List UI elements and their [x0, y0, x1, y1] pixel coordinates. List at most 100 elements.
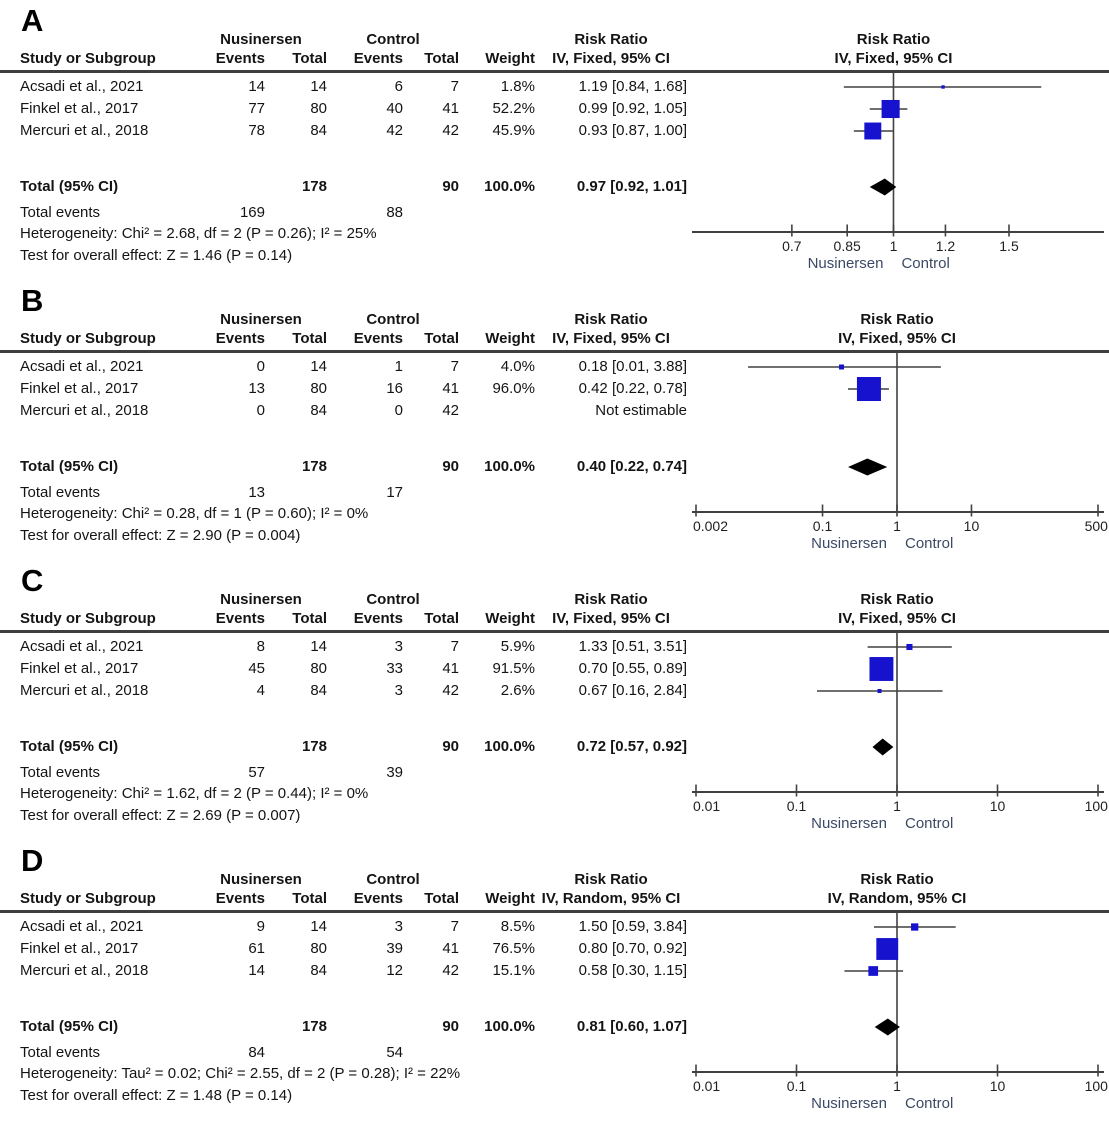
group-header-control: Control: [366, 591, 420, 608]
risk-ratio-ci-value: 1.19 [0.84, 1.68]: [578, 78, 687, 95]
nusinersen-events: 8: [256, 638, 265, 655]
col-total-header: Total: [424, 890, 459, 907]
study-name: Acsadi et al., 2021: [20, 638, 144, 655]
control-total: 42: [442, 962, 459, 979]
nusinersen-events: 0: [256, 358, 265, 375]
weight-value: 76.5%: [492, 940, 535, 957]
control-total: 42: [442, 122, 459, 139]
control-events: 12: [386, 962, 403, 979]
axis-tick-label: 0.01: [693, 798, 720, 814]
effect-square: [876, 938, 899, 960]
overall-effect-text: Test for overall effect: Z = 2.90 (P = 0…: [20, 527, 301, 544]
nusinersen-total: 80: [310, 660, 327, 677]
group-header-nusinersen: Nusinersen: [220, 311, 302, 328]
control-total: 41: [442, 380, 459, 397]
pooled-diamond: [869, 178, 897, 196]
risk-ratio-header: Risk Ratio: [574, 31, 648, 48]
nusinersen-events: [195, 1016, 265, 1038]
study-name: Finkel et al., 2017: [20, 380, 139, 397]
column-header-row: Study or Subgroup Events Total Events To…: [0, 49, 687, 68]
axis-tick-label: 10: [964, 518, 980, 534]
study-row: Acsadi et al., 2021 8 14 3 7 5.9% 1.33 [0.51, …: [0, 636, 687, 658]
col-model-header: IV, Fixed, 95% CI: [552, 330, 670, 347]
col-events-header: Events: [215, 330, 265, 347]
total-row: Total (95% CI) 178 90 100.0% 0.72 [0.57, 0.9…: [0, 736, 687, 758]
study-rows: Acsadi et al., 2021 14 14 6 7 1.8% 1.19 [0.84,…: [0, 76, 687, 224]
control-total-events: 54: [386, 1044, 403, 1061]
forest-plot-canvas: Risk Ratio IV, Random, 95% CI 0.01 0.1 1 10 10…: [692, 871, 1109, 1112]
study-row: Mercuri et al., 2018 78 84 42 42 45.9% 0.93 [0…: [0, 120, 687, 142]
nusinersen-events: [195, 736, 265, 758]
weight-value: 5.9%: [500, 638, 535, 655]
risk-ratio-ci-value: 0.67 [0.16, 2.84]: [578, 682, 687, 699]
risk-ratio-ci-value: 0.99 [0.92, 1.05]: [578, 100, 687, 117]
panel-label: D: [21, 843, 44, 878]
group-header-control: Control: [366, 311, 420, 328]
effect-square: [881, 99, 900, 119]
nusinersen-total-events: 169: [239, 204, 265, 221]
study-row: Finkel et al., 2017 13 80 16 41 96.0% 0.42 [0.…: [0, 378, 687, 400]
x-axis-label-left: Nusinersen: [811, 1095, 887, 1112]
total-events-row: Total events 169 88: [0, 202, 687, 224]
plot-title-model: IV, Random, 95% CI: [828, 890, 967, 907]
control-total: 90: [442, 458, 459, 475]
axis-tick-label: 0.1: [813, 518, 833, 534]
weight-value: 15.1%: [492, 962, 535, 979]
risk-ratio-header: Risk Ratio: [574, 591, 648, 608]
risk-ratio-ci-value: 0.93 [0.87, 1.00]: [578, 122, 687, 139]
nusinersen-total: 14: [310, 78, 327, 95]
control-total: 41: [442, 660, 459, 677]
plot-title-risk-ratio: Risk Ratio: [860, 871, 933, 888]
nusinersen-events: 4: [256, 682, 265, 699]
control-events: 3: [394, 682, 403, 699]
effect-square: [877, 688, 882, 694]
study-row: Acsadi et al., 2021 0 14 1 7 4.0% 0.18 [0.01, …: [0, 356, 687, 378]
control-total: 90: [442, 178, 459, 195]
weight-value: 100.0%: [484, 458, 535, 475]
nusinersen-total-events: 84: [248, 1044, 265, 1061]
weight-value: 96.0%: [492, 380, 535, 397]
header-rule: [0, 70, 1109, 73]
plot-title-risk-ratio: Risk Ratio: [860, 311, 933, 328]
nusinersen-events: [195, 456, 265, 478]
nusinersen-total-events: 57: [248, 764, 265, 781]
col-events-header: Events: [215, 610, 265, 627]
nusinersen-events: 61: [248, 940, 265, 957]
col-weight-header: Weight: [485, 890, 535, 907]
nusinersen-events: [195, 176, 265, 198]
effect-square: [941, 85, 945, 89]
total-events-label: Total events: [20, 1044, 101, 1061]
total-label: Total (95% CI): [20, 738, 119, 755]
total-row: Total (95% CI) 178 90 100.0% 0.40 [0.22, 0.7…: [0, 456, 687, 478]
header-rule: [0, 630, 1109, 633]
study-row: Finkel et al., 2017 77 80 40 41 52.2% 0.99 [0.…: [0, 98, 687, 120]
axis-tick-label: 100: [1085, 1078, 1109, 1094]
nusinersen-events: 78: [248, 122, 265, 139]
weight-value: 100.0%: [484, 738, 535, 755]
weight-value: 8.5%: [500, 918, 535, 935]
: [265, 1042, 327, 1064]
risk-ratio-header: Risk Ratio: [574, 871, 648, 888]
col-total-header: Total: [292, 610, 327, 627]
nusinersen-total: 14: [310, 638, 327, 655]
col-study-header: Study or Subgroup: [20, 610, 156, 627]
effect-square: [839, 364, 845, 370]
x-axis-label-left: Nusinersen: [811, 815, 887, 832]
axis-tick-label: 1: [890, 238, 898, 254]
x-axis-label-right: Control: [905, 815, 953, 832]
column-header-row: Study or Subgroup Events Total Events To…: [0, 609, 687, 628]
column-header-row: Study or Subgroup Events Total Events To…: [0, 329, 687, 348]
study-row: Acsadi et al., 2021 9 14 3 7 8.5% 1.50 [0.59, …: [0, 916, 687, 938]
plot-title-model: IV, Fixed, 95% CI: [835, 50, 953, 67]
plot-title-risk-ratio: Risk Ratio: [857, 31, 930, 48]
forest-panel-c: C Nusinersen Control Risk Ratio Study or…: [0, 560, 1109, 840]
col-model-header: IV, Random, 95% CI: [541, 890, 681, 907]
nusinersen-total: 84: [310, 122, 327, 139]
group-header-row: Nusinersen Control Risk Ratio: [0, 30, 687, 49]
forest-panel-b: B Nusinersen Control Risk Ratio Study or…: [0, 280, 1109, 560]
panel-label: C: [21, 563, 44, 598]
: [265, 482, 327, 504]
total-events-row: Total events 84 54: [0, 1042, 687, 1064]
nusinersen-events: 13: [248, 380, 265, 397]
heterogeneity-text: Heterogeneity: Chi² = 1.62, df = 2 (P = …: [20, 785, 369, 802]
